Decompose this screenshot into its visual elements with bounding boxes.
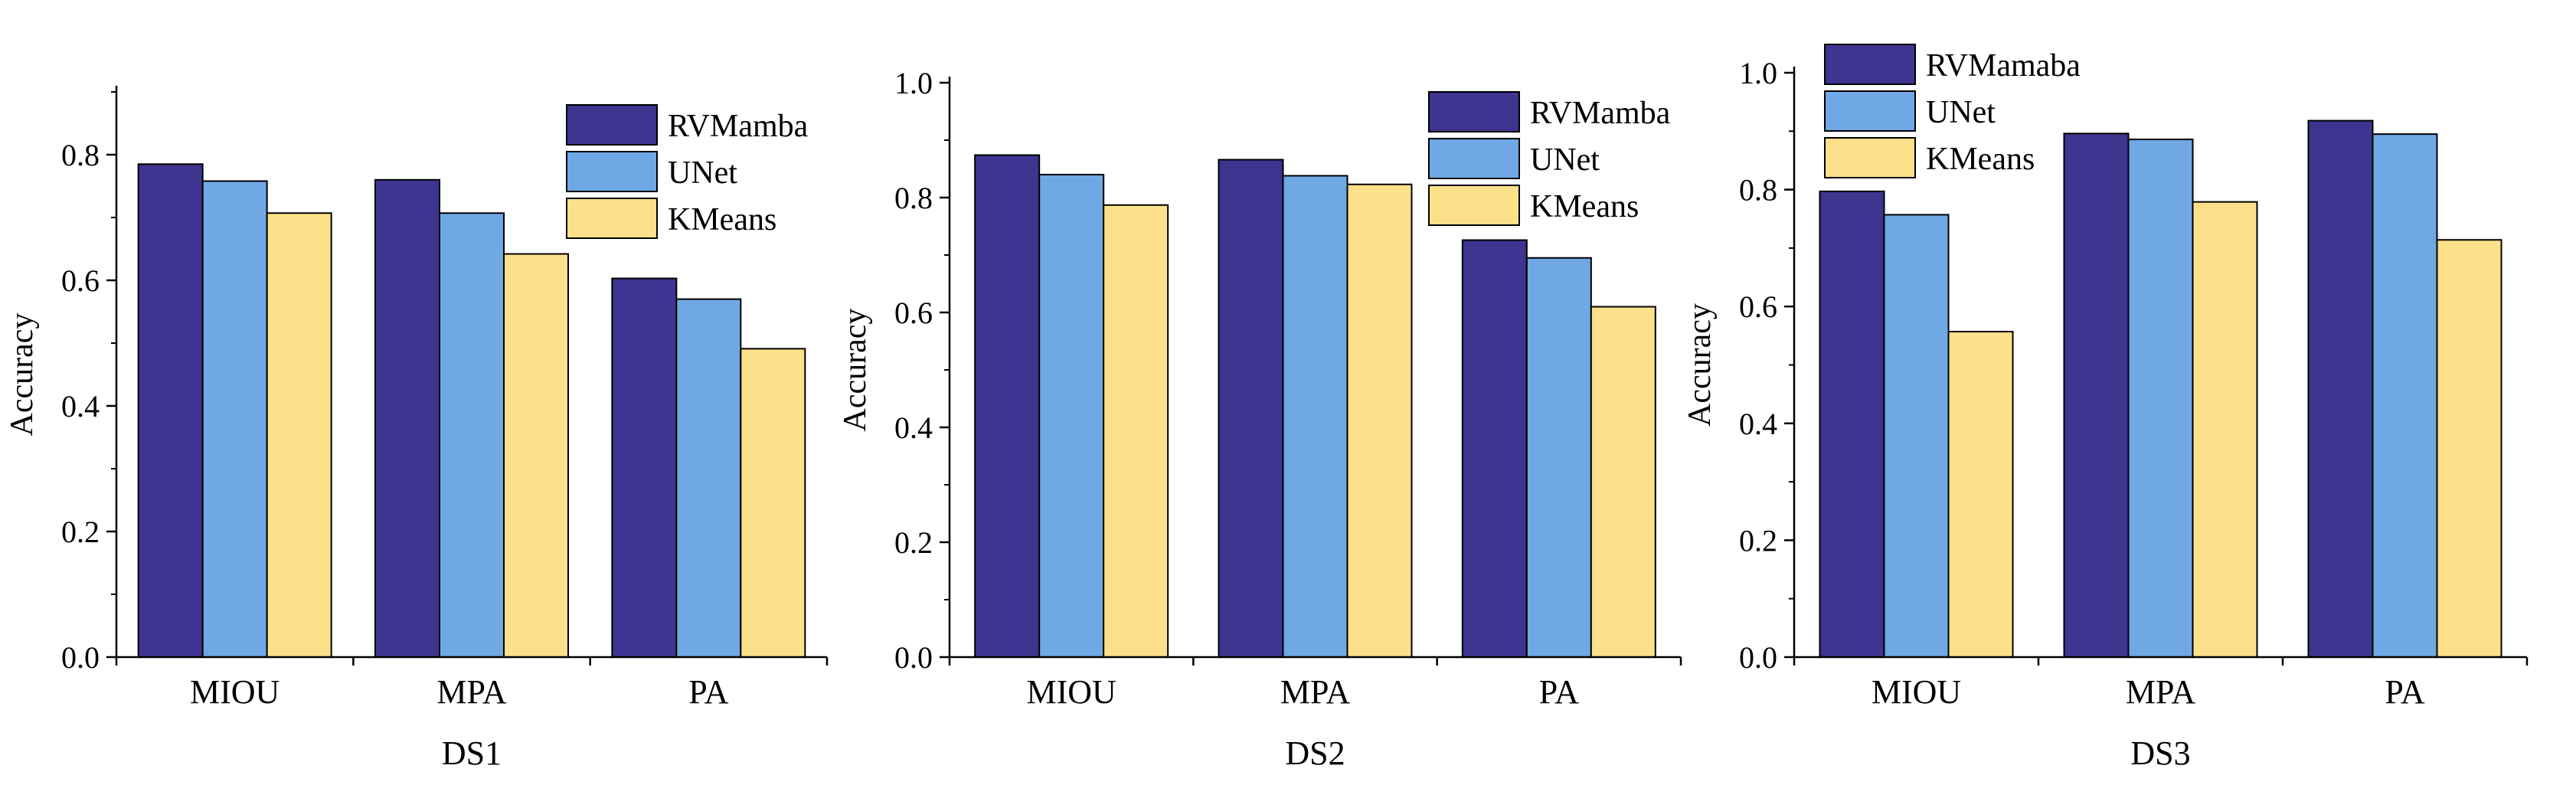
y-tick-label: 0.8 bbox=[61, 138, 100, 172]
legend-swatch bbox=[1824, 90, 1916, 132]
legend-label: KMeans bbox=[668, 202, 776, 237]
y-tick-label: 0.6 bbox=[894, 296, 933, 330]
bar bbox=[740, 348, 806, 658]
y-axis-title: Accuracy bbox=[838, 309, 873, 432]
legend-label: KMeans bbox=[1530, 189, 1639, 224]
y-tick-label: 0.0 bbox=[894, 640, 933, 675]
bar bbox=[374, 178, 440, 659]
bar bbox=[1103, 204, 1169, 658]
chart-ds1: 0.0 0.2 0.4 0.6 0.8 MIOU MPA PA DS1 Accuracy RVMam… bbox=[5, 86, 829, 772]
y-tick-label: 0.2 bbox=[1739, 523, 1777, 558]
bar bbox=[2192, 201, 2258, 658]
legend-swatch bbox=[1824, 137, 1916, 178]
bar bbox=[611, 277, 678, 658]
chart-ds2: 0.0 0.2 0.4 0.6 0.8 1.0 MIOU MPA PA DS2 Accuracy RV… bbox=[838, 66, 1682, 772]
bar bbox=[1883, 214, 1950, 658]
bar bbox=[2127, 138, 2194, 658]
bar bbox=[2307, 119, 2374, 659]
bar bbox=[1282, 175, 1348, 658]
x-axis-title: DS3 bbox=[2130, 734, 2190, 772]
bar bbox=[201, 180, 268, 658]
y-tick-label: 1.0 bbox=[1739, 56, 1777, 90]
y-tick-label: 0.4 bbox=[61, 389, 100, 424]
y-tick-label: 0.8 bbox=[1739, 173, 1777, 208]
legend-label: RVMamaba bbox=[1926, 48, 2081, 83]
y-tick-label: 0.2 bbox=[894, 525, 933, 560]
x-tick-label: PA bbox=[2385, 673, 2424, 711]
legend-swatch bbox=[1428, 91, 1520, 132]
x-tick-label: PA bbox=[1539, 673, 1579, 711]
bar bbox=[1590, 306, 1656, 658]
legend-label: RVMamba bbox=[668, 109, 809, 144]
bar bbox=[2063, 132, 2130, 659]
y-tick-label: 0.0 bbox=[61, 640, 100, 675]
legend-label: UNet bbox=[668, 155, 737, 191]
bar bbox=[974, 154, 1041, 658]
legend-label: UNet bbox=[1530, 142, 1600, 178]
y-tick-label: 0.4 bbox=[1739, 407, 1777, 441]
y-tick-label: 0.6 bbox=[1739, 289, 1777, 324]
legend-swatch bbox=[566, 151, 658, 192]
x-tick-label: PA bbox=[688, 673, 728, 711]
y-axis-title: Accuracy bbox=[5, 313, 40, 437]
y-axis-title: Accuracy bbox=[1682, 303, 1718, 427]
x-tick-label: MPA bbox=[1280, 673, 1351, 711]
legend: RVMamaba UNet KMeans bbox=[1824, 44, 2081, 178]
bar bbox=[266, 212, 332, 658]
x-tick-label: MIOU bbox=[1872, 673, 1961, 711]
bar bbox=[1038, 174, 1105, 658]
x-tick-label: MIOU bbox=[190, 673, 280, 711]
x-axis-title: DS2 bbox=[1285, 734, 1345, 772]
y-tick-label: 0.6 bbox=[61, 263, 100, 298]
x-axis-title: DS1 bbox=[442, 734, 502, 772]
bar bbox=[675, 298, 742, 658]
bar bbox=[1346, 183, 1413, 658]
bar bbox=[1525, 257, 1592, 658]
legend-swatch bbox=[1428, 185, 1520, 226]
bar bbox=[2436, 239, 2502, 658]
legend-label: UNet bbox=[1926, 95, 1996, 130]
legend-swatch bbox=[566, 198, 658, 239]
legend: RVMamba UNet KMeans bbox=[566, 104, 809, 239]
chart-ds3: 0.0 0.2 0.4 0.6 0.8 1.0 MIOU MPA PA DS3 Accuracy RV… bbox=[1682, 44, 2529, 772]
x-tick-label: MPA bbox=[436, 673, 507, 711]
y-tick-label: 0.8 bbox=[894, 181, 933, 215]
bar bbox=[1819, 190, 1885, 659]
y-tick-label: 0.4 bbox=[894, 410, 933, 445]
y-tick-label: 0.0 bbox=[1739, 640, 1777, 675]
legend-swatch bbox=[1824, 44, 1916, 85]
bar bbox=[503, 253, 569, 658]
x-tick-label: MPA bbox=[2126, 673, 2196, 711]
bar bbox=[137, 163, 204, 659]
legend-swatch bbox=[1428, 138, 1520, 179]
bar bbox=[1218, 159, 1284, 658]
y-tick-label: 1.0 bbox=[894, 66, 933, 100]
legend-label: RVMamba bbox=[1530, 96, 1671, 131]
y-tick-label: 0.2 bbox=[61, 515, 100, 549]
legend-label: KMeans bbox=[1926, 142, 2035, 177]
x-tick-label: MIOU bbox=[1027, 673, 1116, 711]
bar bbox=[1461, 239, 1528, 658]
bar bbox=[2372, 133, 2438, 659]
bar bbox=[1947, 331, 2014, 658]
bar bbox=[439, 212, 505, 658]
legend: RVMamba UNet KMeans bbox=[1428, 91, 1671, 226]
legend-swatch bbox=[566, 104, 658, 146]
